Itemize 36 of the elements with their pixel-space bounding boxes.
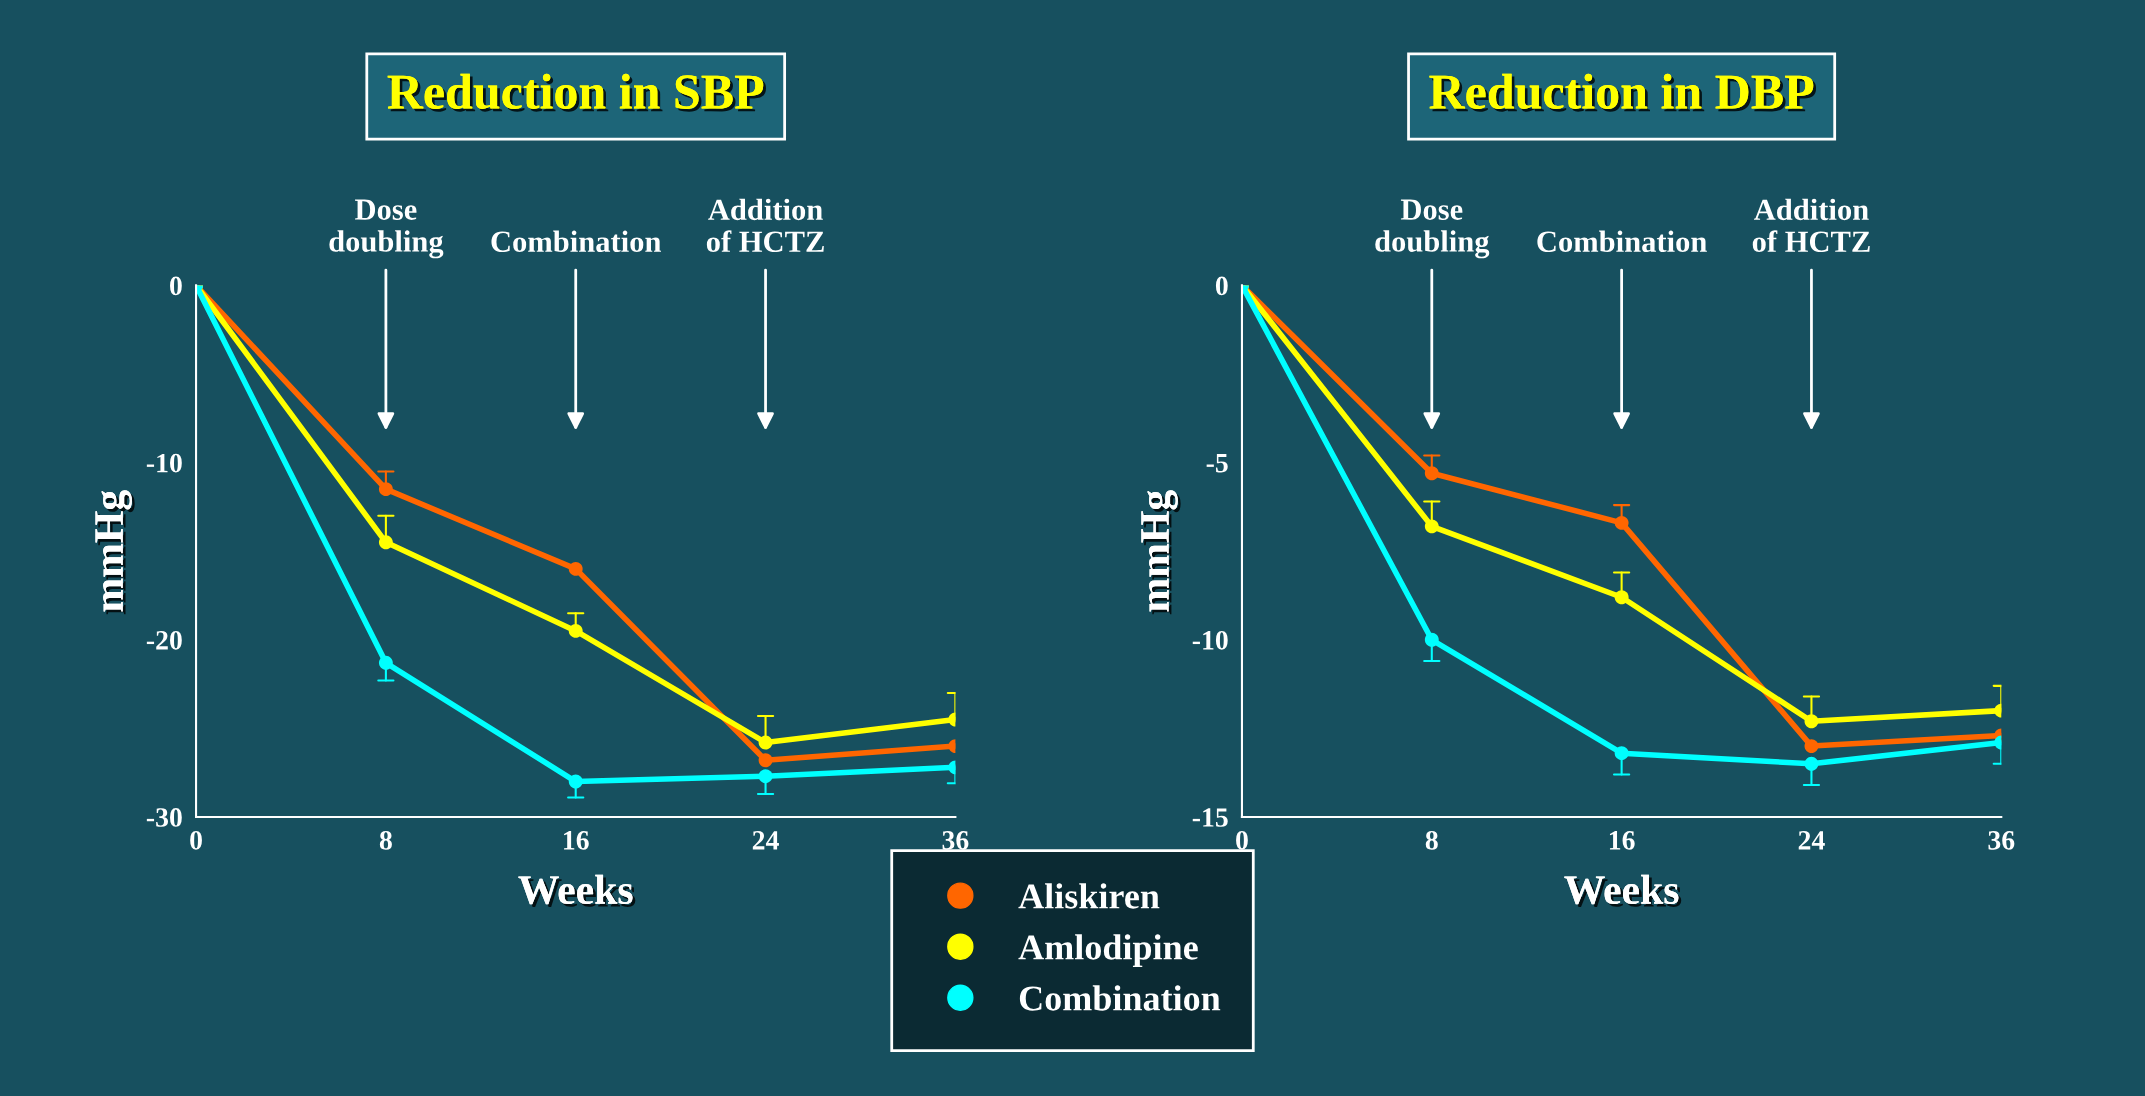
y-tick-label: -10: [1192, 630, 1228, 650]
x-tick-label: 8: [1425, 830, 1438, 850]
x-tick-label: 16: [1609, 831, 1635, 850]
x-tick-label: 16: [564, 831, 589, 850]
text: Combination: [491, 230, 662, 253]
y-axis-title: mmHg: [1141, 490, 1181, 615]
x-axis-title: Weeks: [1564, 874, 1682, 908]
y-tick-label: 0: [1215, 276, 1228, 296]
chart-title: Reduction in SBP: [387, 73, 767, 112]
x-tick-label: 36: [1988, 831, 2015, 850]
y-tick-label: 0: [170, 276, 182, 296]
point: [758, 753, 773, 768]
x-tick-label: 0: [1236, 830, 1248, 850]
text: Addition of HCTZ: [1752, 198, 1870, 253]
legend-label: Aliskiren: [1018, 883, 1160, 909]
text: Combination: [1537, 230, 1707, 253]
y-tick-label: -20: [146, 630, 182, 650]
text: Dose doubling: [1375, 199, 1490, 259]
x-tick-label: 24: [1798, 831, 1825, 850]
x-tick-label: 8: [379, 830, 392, 850]
text: Addition of HCTZ: [706, 198, 824, 253]
chart-title: Reduction in DBP: [1429, 73, 1817, 112]
y-tick-label: -10: [146, 453, 182, 473]
point: [568, 561, 583, 576]
x-tick-label: 36: [942, 831, 969, 850]
y-tick-label: -30: [146, 808, 182, 827]
x-axis-title: Weeks: [518, 874, 636, 908]
point: [1804, 739, 1819, 754]
y-tick-label: -15: [1192, 808, 1228, 827]
y-tick-label: -5: [1206, 454, 1228, 473]
x-tick-label: 0: [190, 830, 202, 850]
text: Dose doubling: [329, 199, 444, 259]
legend-label: Combination: [1019, 985, 1221, 1011]
x-tick-label: 24: [752, 831, 779, 850]
legend-label: Amlodipine: [1018, 934, 1198, 968]
y-axis-title: mmHg: [95, 490, 135, 615]
